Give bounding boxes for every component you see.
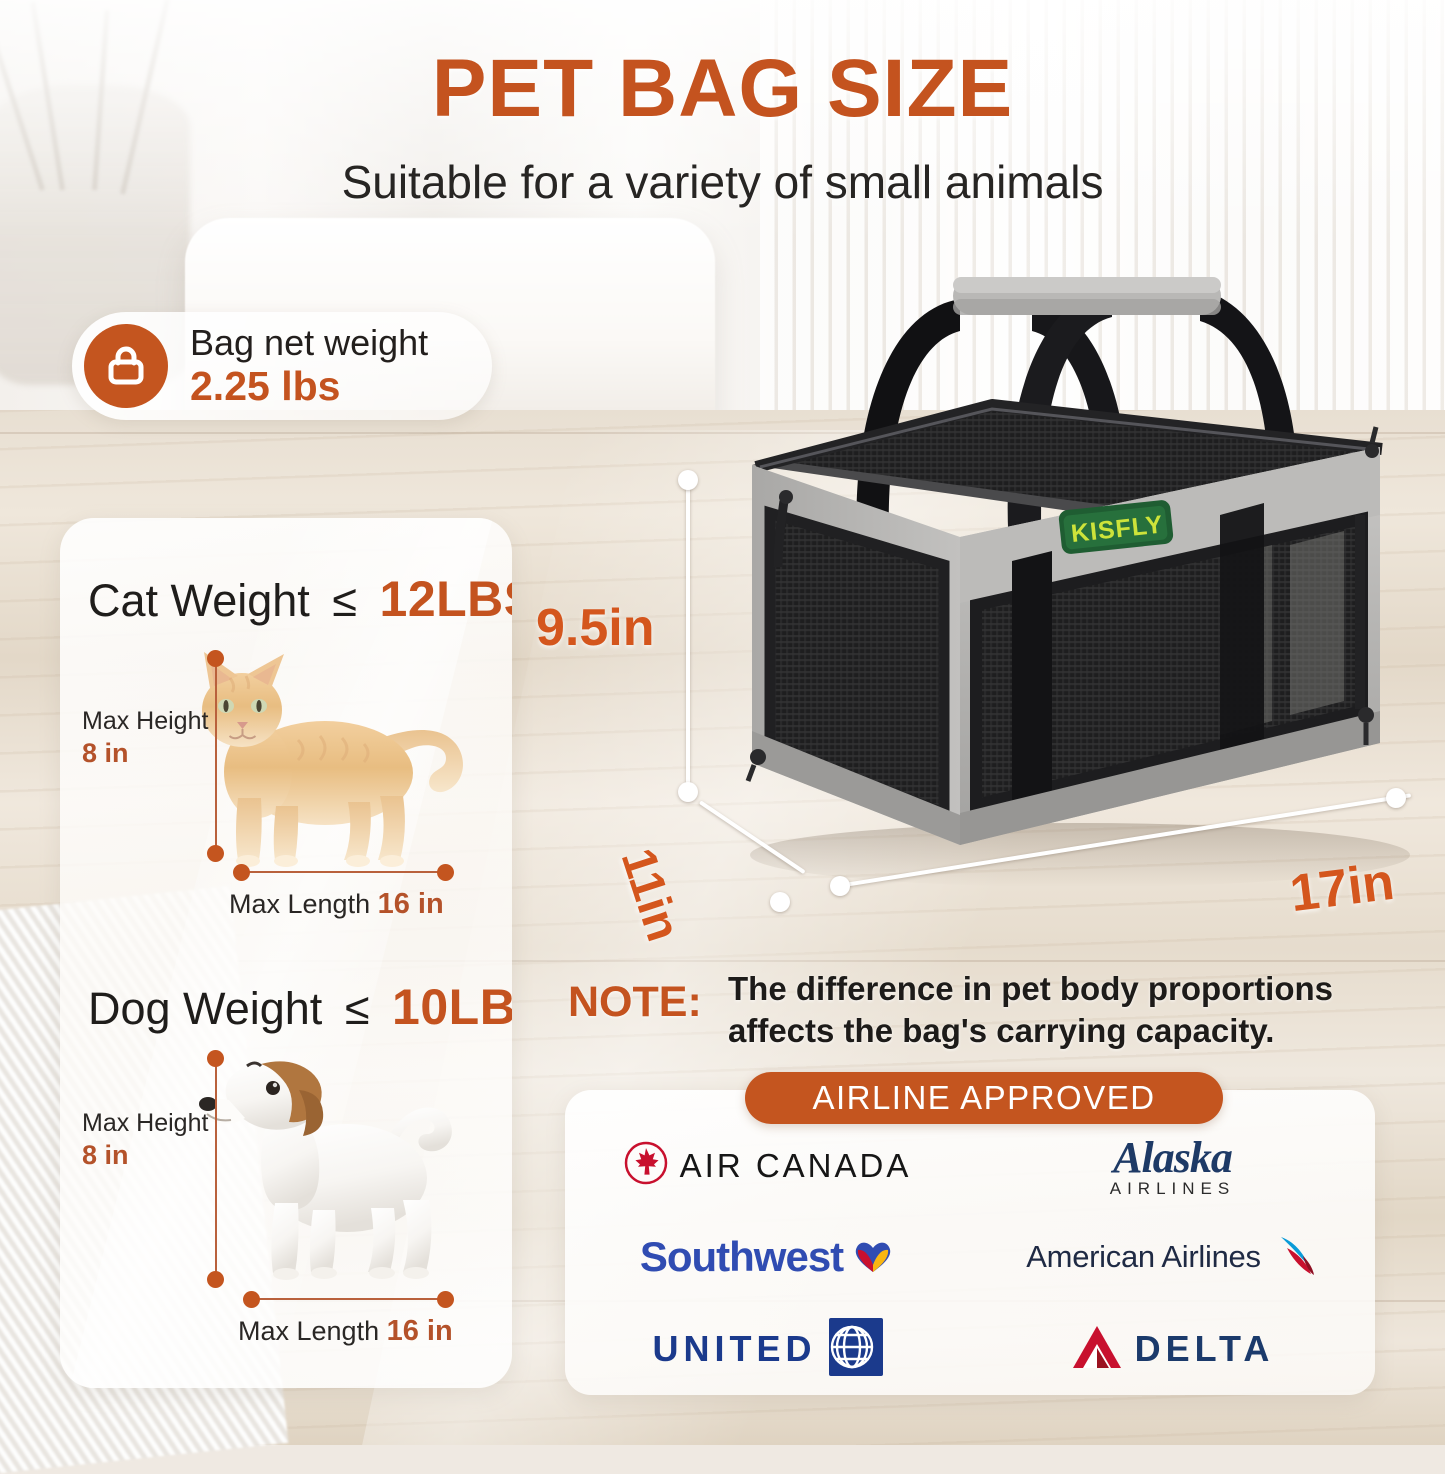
bag-length-dimension: 17in [1286, 852, 1398, 924]
top-light-fade [0, 0, 1445, 240]
dog-length-dot-left [243, 1291, 260, 1308]
airline-logo-alaska: Alaska AIRLINES [1110, 1132, 1235, 1199]
cat-weight-value: 12LBS [379, 571, 512, 627]
american-eagle-icon [1273, 1232, 1319, 1283]
cat-weight-line: Cat Weight ≤ 12LBS [88, 570, 512, 628]
height-leader-line [686, 478, 690, 790]
dog-size-block: Dog Weight ≤ 10LBS [60, 948, 512, 1388]
net-weight-value: 2.25 lbs [190, 363, 341, 410]
dog-weight-value: 10LBS [392, 979, 512, 1035]
airline-logo-delta: DELTA [1071, 1324, 1275, 1375]
air-canada-wordmark: AIR CANADA [679, 1146, 912, 1184]
dog-height-dot-bottom [207, 1271, 224, 1288]
page-title: PET BAG SIZE [431, 43, 1014, 134]
delta-triangle-icon [1071, 1324, 1123, 1375]
alaska-wordmark: Alaska [1113, 1133, 1233, 1183]
airline-approved-panel [565, 1090, 1375, 1395]
cat-length-line [240, 871, 445, 873]
cat-weight-label: Cat Weight [88, 575, 310, 626]
maple-leaf-roundel-icon [624, 1141, 668, 1190]
dog-weight-label: Dog Weight [88, 983, 323, 1034]
dog-length-dot-right [437, 1291, 454, 1308]
cat-weight-operator: ≤ [332, 575, 357, 626]
dog-weight-line: Dog Weight ≤ 10LBS [88, 978, 512, 1036]
airline-logo-air-canada: AIR CANADA [624, 1141, 912, 1190]
length-leader-dot-right [1386, 788, 1406, 808]
cat-max-length-label: Max Length 16 in [229, 888, 444, 920]
cat-height-line [215, 656, 217, 852]
net-weight-label: Bag net weight [190, 321, 429, 363]
american-airlines-wordmark: American Airlines [1026, 1239, 1261, 1275]
united-globe-icon [828, 1317, 883, 1381]
alaska-subtitle: AIRLINES [1109, 1179, 1236, 1199]
dog-max-height-label: Max Height 8 in [82, 1109, 209, 1170]
handbag-icon [84, 324, 168, 408]
dog-max-length-label: Max Length 16 in [238, 1315, 453, 1347]
animal-size-panel: Cat Weight ≤ 12LBS [60, 518, 512, 1388]
depth-leader-dot [770, 892, 790, 912]
airline-logo-southwest: Southwest [640, 1233, 895, 1281]
cat-size-block: Cat Weight ≤ 12LBS [60, 518, 512, 948]
dog-height-line [215, 1056, 217, 1278]
southwest-heart-icon [851, 1235, 895, 1280]
page-subtitle: Suitable for a variety of small animals [341, 156, 1104, 208]
united-wordmark: UNITED [652, 1328, 817, 1370]
airline-logo-american-airlines: American Airlines [1026, 1232, 1318, 1283]
cat-photo [180, 648, 490, 883]
dog-weight-operator: ≤ [344, 983, 370, 1034]
southwest-wordmark: Southwest [639, 1233, 844, 1281]
dog-length-line [250, 1298, 445, 1300]
height-leader-dot-bottom [678, 782, 698, 802]
cat-length-dot-right [437, 864, 454, 881]
airline-approved-banner: AIRLINE APPROVED [745, 1072, 1223, 1124]
length-leader-dot-left [830, 876, 850, 896]
dog-photo [195, 1048, 485, 1303]
cat-length-dot-left [233, 864, 250, 881]
note-text: The difference in pet body proportions a… [728, 970, 1334, 1050]
cat-height-dot-bottom [207, 845, 224, 862]
floor-seam [0, 432, 1445, 434]
cat-max-height-label: Max Height 8 in [82, 707, 209, 768]
height-leader-dot-top [678, 470, 698, 490]
cat-height-dot-top [207, 650, 224, 667]
airline-logo-united: UNITED [652, 1317, 883, 1381]
floor-seam [0, 960, 1445, 962]
dog-height-dot-top [207, 1050, 224, 1067]
pet-carrier-bag-photo: KISFLY [660, 215, 1445, 895]
delta-wordmark: DELTA [1134, 1328, 1275, 1370]
airline-logo-grid: AIR CANADA Alaska AIRLINES Southwest Ame… [565, 1120, 1375, 1395]
note-label: NOTE: [568, 978, 702, 1026]
bag-net-weight-badge: Bag net weight 2.25 lbs [72, 312, 492, 420]
bag-height-dimension: 9.5in [536, 599, 655, 657]
